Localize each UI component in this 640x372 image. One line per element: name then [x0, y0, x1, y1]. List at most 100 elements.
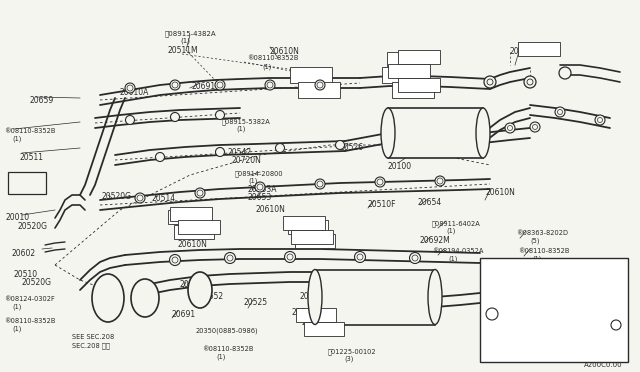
Bar: [170, 207, 212, 221]
Bar: [8, 172, 46, 194]
Circle shape: [598, 118, 602, 122]
Text: 20622H: 20622H: [180, 229, 208, 235]
Text: ®08110-8352B: ®08110-8352B: [4, 318, 56, 324]
Text: 20526: 20526: [340, 143, 364, 152]
Ellipse shape: [131, 279, 159, 317]
Circle shape: [557, 109, 563, 115]
Circle shape: [315, 80, 325, 90]
Circle shape: [125, 115, 134, 125]
Text: (1): (1): [236, 126, 245, 132]
Text: 20646C: 20646C: [305, 87, 333, 93]
Circle shape: [216, 110, 225, 119]
Text: 20622H: 20622H: [186, 224, 212, 230]
Text: (3): (3): [344, 356, 353, 362]
Text: 20646C: 20646C: [175, 214, 202, 220]
Text: (1): (1): [532, 256, 541, 263]
Ellipse shape: [188, 272, 212, 308]
Bar: [298, 82, 340, 98]
Text: 20610N: 20610N: [270, 47, 300, 56]
Circle shape: [335, 141, 344, 150]
Circle shape: [275, 144, 285, 153]
Text: ®08110-8352B: ®08110-8352B: [518, 248, 570, 254]
Text: 20646C: 20646C: [303, 312, 330, 318]
Circle shape: [357, 254, 363, 260]
Circle shape: [527, 79, 533, 85]
Circle shape: [505, 123, 515, 133]
Text: ®08110-8352B: ®08110-8352B: [4, 128, 56, 134]
Bar: [296, 308, 336, 322]
Circle shape: [530, 122, 540, 132]
Ellipse shape: [476, 108, 490, 158]
Text: 20350(0885-0986): 20350(0885-0986): [196, 328, 259, 334]
Circle shape: [412, 255, 418, 261]
Text: 20511M: 20511M: [168, 46, 198, 55]
Text: 20691: 20691: [192, 82, 216, 91]
Circle shape: [487, 79, 493, 85]
Circle shape: [170, 254, 180, 266]
Circle shape: [524, 76, 536, 88]
Text: ®08110-8352B: ®08110-8352B: [247, 55, 298, 61]
Text: 20514: 20514: [152, 194, 176, 203]
Circle shape: [170, 112, 179, 122]
Circle shape: [486, 308, 498, 320]
Circle shape: [532, 125, 538, 129]
Circle shape: [215, 80, 225, 90]
Circle shape: [227, 255, 233, 261]
Text: 20659: 20659: [30, 96, 54, 105]
Circle shape: [255, 182, 265, 192]
Text: 20646C: 20646C: [177, 211, 205, 217]
Circle shape: [315, 179, 325, 189]
Text: 20691: 20691: [172, 310, 196, 319]
Text: 20520: 20520: [180, 280, 204, 289]
Circle shape: [172, 82, 178, 88]
Text: 20646C: 20646C: [399, 87, 426, 93]
Bar: [283, 216, 325, 230]
Text: 20610N: 20610N: [178, 240, 208, 249]
Text: (1): (1): [12, 136, 21, 142]
Text: (1): (1): [446, 228, 456, 234]
Bar: [398, 78, 440, 92]
Circle shape: [317, 82, 323, 88]
Circle shape: [197, 190, 203, 196]
Text: 20511: 20511: [20, 153, 44, 162]
Bar: [291, 230, 333, 244]
Ellipse shape: [92, 274, 124, 322]
Text: (1): (1): [448, 256, 458, 263]
Circle shape: [595, 115, 605, 125]
Circle shape: [127, 85, 133, 91]
Circle shape: [435, 176, 445, 186]
Circle shape: [265, 80, 275, 90]
Bar: [387, 52, 429, 66]
Text: 20646C: 20646C: [292, 308, 321, 317]
Text: (1): (1): [216, 354, 225, 360]
Text: (1): (1): [12, 326, 21, 333]
Text: (1): (1): [248, 178, 257, 185]
Circle shape: [611, 320, 621, 330]
Bar: [288, 220, 328, 234]
Ellipse shape: [308, 269, 322, 324]
Text: 20520G: 20520G: [102, 192, 132, 201]
Bar: [388, 64, 430, 78]
Text: ®08124-0302F: ®08124-0302F: [4, 296, 55, 302]
Text: <0986-    >: <0986- >: [484, 268, 525, 274]
Circle shape: [555, 107, 565, 117]
Bar: [295, 234, 335, 248]
Text: 20692M: 20692M: [420, 236, 451, 245]
Text: 20610N: 20610N: [510, 47, 540, 56]
Text: 20610N: 20610N: [394, 56, 422, 62]
Text: 20525: 20525: [243, 298, 267, 307]
Circle shape: [355, 251, 365, 263]
Circle shape: [287, 254, 293, 260]
Circle shape: [508, 125, 513, 131]
Circle shape: [137, 195, 143, 201]
Circle shape: [377, 179, 383, 185]
Circle shape: [375, 177, 385, 187]
Text: 20100: 20100: [388, 162, 412, 171]
Text: 20200: 20200: [560, 298, 584, 307]
Text: ®08363-8202D: ®08363-8202D: [516, 230, 568, 236]
Text: 20010A: 20010A: [120, 88, 149, 97]
Bar: [315, 270, 435, 325]
Circle shape: [216, 148, 225, 157]
Text: ⓜ08915-4382A: ⓜ08915-4382A: [165, 30, 216, 36]
Circle shape: [410, 253, 420, 263]
